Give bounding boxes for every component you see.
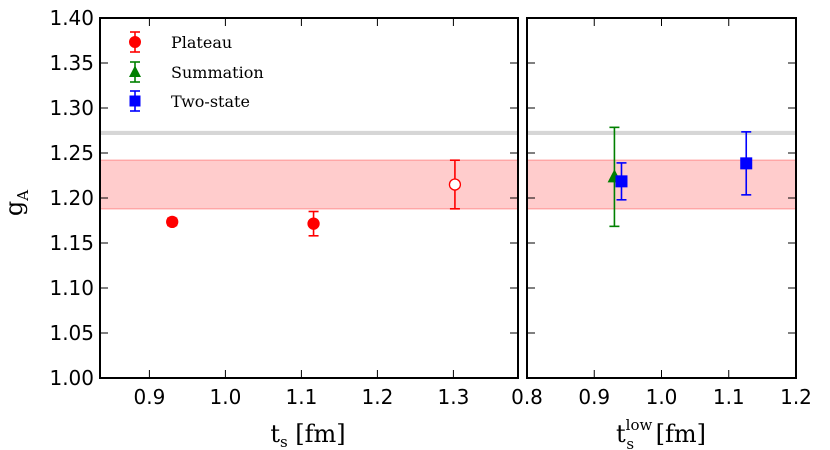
x-tick-label-right: 1.0 <box>646 385 678 409</box>
red-band-left <box>100 160 518 209</box>
left-panel: 1.00 1.05 1.10 1.15 1.20 1.25 1.30 1.35 1.40 0.9 1… <box>49 6 519 409</box>
legend-two-state-marker <box>129 95 141 107</box>
x-tick-label-right: 1.1 <box>713 385 745 409</box>
legend-plateau-label: Plateau <box>171 33 232 52</box>
x-tick-label-left: 0.9 <box>133 385 165 409</box>
two-state-point <box>740 157 753 170</box>
x-axis-label-left: ts [fm] <box>270 420 345 450</box>
right-panel: 0.8 0.9 1.0 1.1 1.2 <box>511 17 812 409</box>
plateau-point <box>307 217 320 230</box>
gray-band-right <box>527 130 796 135</box>
y-tick-label: 1.30 <box>49 96 94 120</box>
x-axis-label-left-subscript: s <box>280 433 288 450</box>
x-tick-label-right: 0.8 <box>511 385 543 409</box>
x-tick-label-left: 1.2 <box>361 385 393 409</box>
plateau-point <box>166 215 179 229</box>
x-axis-label-right-superscript: low <box>626 416 653 434</box>
legend-plateau-marker <box>129 36 141 48</box>
plateau-point <box>448 178 462 191</box>
y-tick-label: 1.05 <box>49 321 94 345</box>
legend-summation-marker <box>129 65 141 77</box>
x-tick-label-left: 1.0 <box>209 385 241 409</box>
x-tick-label-left: 1.1 <box>285 385 317 409</box>
y-axis-label-subscript: A <box>14 190 32 202</box>
y-tick-label: 1.35 <box>49 51 94 75</box>
x-tick-label-left: 1.3 <box>437 385 469 409</box>
y-tick-label: 1.15 <box>49 231 94 255</box>
y-tick-label: 1.00 <box>49 366 94 390</box>
plot-frame-right <box>526 17 797 379</box>
x-axis-label-left-suffix: [fm] <box>288 420 346 448</box>
x-tick-label-right: 1.2 <box>780 385 812 409</box>
x-axis-label-right-main: t <box>616 420 626 448</box>
x-axis-label-right-subscript: s <box>626 435 634 450</box>
gray-band-left <box>100 130 518 135</box>
y-axis-label: gA <box>0 190 32 216</box>
y-axis-label-main: g <box>0 201 28 216</box>
red-band-right <box>527 160 796 209</box>
y-tick-label: 1.10 <box>49 276 94 300</box>
x-axis-label-left-main: t <box>270 420 280 448</box>
legend-two-state-label: Two-state <box>171 92 250 111</box>
x-axis-label-right-suffix: [fm] <box>648 420 706 448</box>
x-tick-label-right: 0.9 <box>578 385 610 409</box>
y-tick-label: 1.20 <box>49 186 94 210</box>
two-state-point <box>615 175 628 188</box>
plot-frame-left <box>99 17 519 379</box>
legend: Plateau Summation Two-state <box>129 31 264 112</box>
y-tick-label: 1.40 <box>49 6 94 30</box>
x-axis-label-right: tlow s [fm] <box>616 416 706 450</box>
y-tick-label: 1.25 <box>49 141 94 165</box>
legend-summation-label: Summation <box>171 63 264 82</box>
